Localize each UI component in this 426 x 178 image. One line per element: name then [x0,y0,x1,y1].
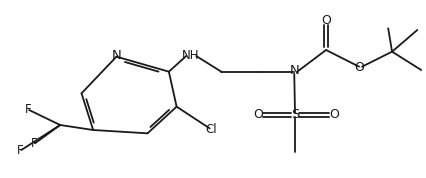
Text: N: N [289,64,299,77]
Text: NH: NH [181,49,199,62]
Text: O: O [320,14,330,27]
Text: F: F [17,143,23,156]
Text: F: F [25,103,32,116]
Text: S: S [290,109,299,122]
Text: F: F [31,137,37,150]
Text: O: O [353,61,363,74]
Text: Cl: Cl [205,123,217,136]
Text: O: O [253,109,262,122]
Text: N: N [111,49,121,62]
Text: O: O [328,109,338,122]
